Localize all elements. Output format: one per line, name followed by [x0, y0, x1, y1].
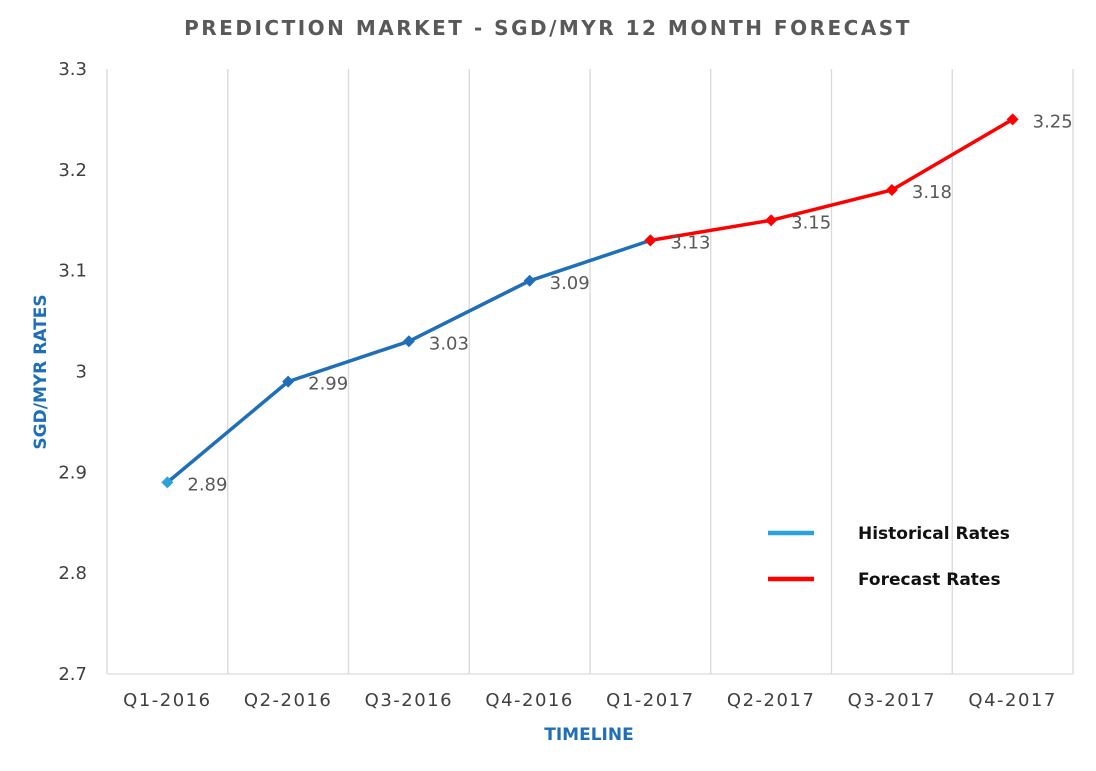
- data-label: 2.89: [187, 474, 227, 495]
- data-point-marker: [282, 375, 295, 388]
- y-tick-label: 2.8: [58, 563, 87, 584]
- x-tick-label: Q2-2016: [244, 690, 332, 711]
- data-point-marker: [885, 184, 898, 196]
- grid-lines: [106, 69, 1074, 675]
- data-label: 3.15: [791, 212, 831, 233]
- y-axis-label: SGD/MYR RATES: [31, 294, 51, 449]
- x-axis-ticks: Q1-2016 Q2-2016 Q3-2016 Q4-2016 Q1-2017 Q2-20…: [123, 690, 1056, 711]
- data-label: 3.03: [429, 333, 469, 354]
- legend: Historical Rates Forecast Rates: [768, 524, 1010, 590]
- x-tick-label: Q3-2017: [848, 690, 936, 711]
- data-point-marker: [644, 234, 657, 247]
- series-markers: [161, 113, 1019, 489]
- y-tick-label: 3.2: [58, 160, 87, 181]
- y-axis-ticks: 2.7 2.8 2.9 3 3.1 3.2 3.3: [58, 59, 87, 685]
- data-point-marker: [1006, 113, 1019, 126]
- x-tick-label: Q4-2017: [968, 690, 1056, 711]
- data-point-marker: [402, 335, 415, 348]
- x-tick-label: Q2-2017: [727, 690, 815, 711]
- data-label: 2.99: [308, 374, 348, 395]
- data-label: 3.25: [1033, 111, 1073, 132]
- legend-entry-label: Forecast Rates: [858, 570, 1001, 590]
- data-point-marker: [765, 214, 778, 227]
- chart-title: PREDICTION MARKET - SGD/MYR 12 MONTH FOR…: [184, 16, 912, 40]
- y-tick-label: 3.3: [58, 59, 87, 80]
- x-tick-label: Q3-2016: [365, 690, 453, 711]
- y-tick-label: 2.9: [58, 462, 87, 483]
- y-tick-label: 3: [76, 362, 87, 383]
- data-labels: 2.89 2.99 3.03 3.09 3.13 3.15 3.18 3.25: [187, 111, 1072, 495]
- x-tick-label: Q1-2017: [606, 690, 694, 711]
- data-point-marker: [523, 274, 536, 287]
- x-tick-label: Q4-2016: [485, 690, 573, 711]
- legend-entry-label: Historical Rates: [858, 524, 1010, 544]
- data-label: 3.13: [670, 232, 710, 253]
- data-label: 3.18: [912, 182, 952, 203]
- data-point-marker: [161, 476, 174, 489]
- y-tick-label: 3.1: [58, 261, 87, 282]
- y-tick-label: 2.7: [58, 664, 87, 685]
- x-tick-label: Q1-2016: [123, 690, 211, 711]
- series-line: [650, 117, 1014, 243]
- data-label: 3.09: [550, 273, 590, 294]
- x-axis-label: TIMELINE: [544, 725, 633, 745]
